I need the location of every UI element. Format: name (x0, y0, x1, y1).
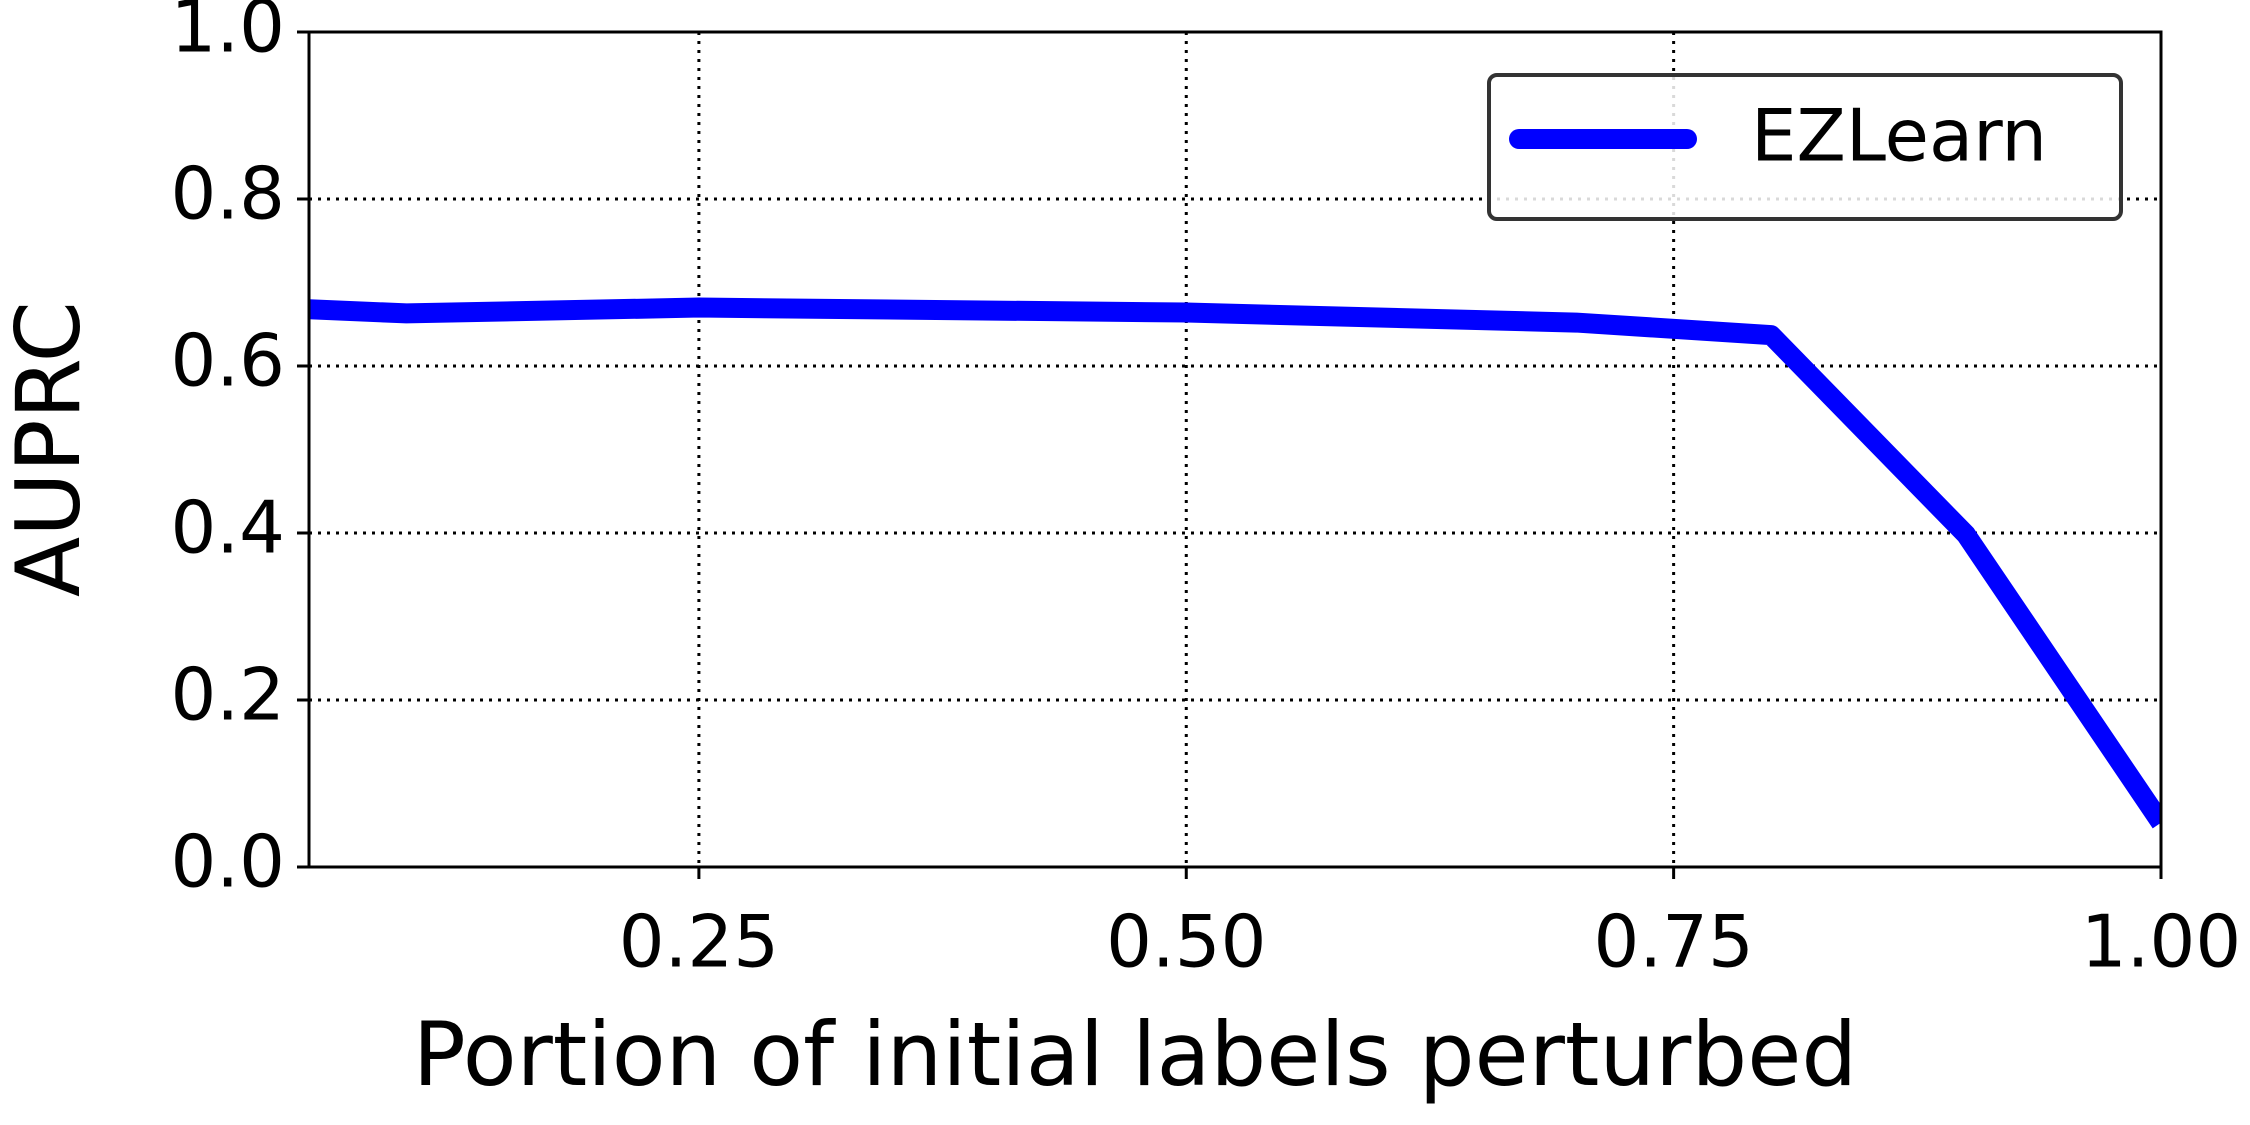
y-tick-label: 0.2 (170, 653, 285, 737)
legend-box (1487, 73, 2123, 221)
x-axis-label: Portion of initial labels perturbed (413, 1003, 1857, 1106)
y-tick-label: 1.0 (170, 0, 285, 69)
y-tick-label: 0.8 (170, 152, 285, 236)
x-tick-label: 0.50 (1106, 900, 1266, 984)
legend: EZLearn (1487, 73, 2123, 221)
y-axis-label: AUPRC (0, 301, 100, 597)
y-tick-label: 0.0 (170, 820, 285, 904)
legend-label: EZLearn (1751, 94, 2047, 178)
x-tick-label: 0.75 (1593, 900, 1753, 984)
plot-frame (307, 30, 2163, 869)
y-tick-label: 0.4 (170, 486, 285, 570)
data-line (309, 297, 2161, 829)
x-tick-label: 0.25 (619, 900, 779, 984)
x-tick-label: 1.00 (2081, 900, 2241, 984)
y-tick-label: 0.6 (170, 319, 285, 403)
